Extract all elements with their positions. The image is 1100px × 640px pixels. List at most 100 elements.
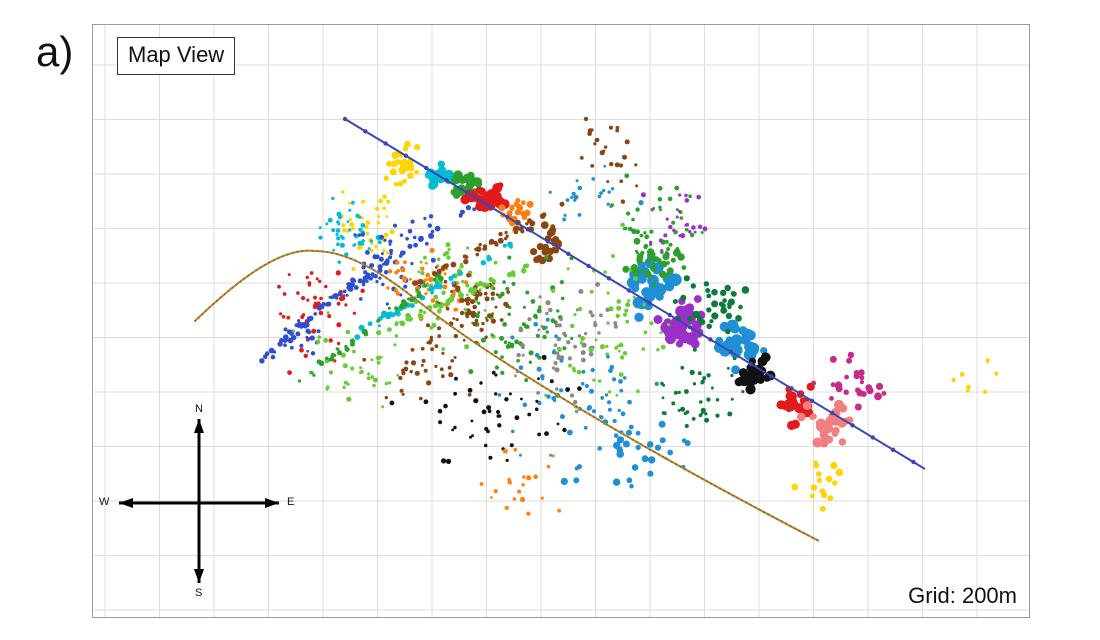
event-point — [336, 211, 342, 217]
well-station — [567, 400, 569, 403]
event-point — [741, 390, 745, 394]
event-point — [643, 231, 647, 235]
event-point — [669, 273, 682, 286]
event-point — [455, 287, 460, 293]
event-point — [389, 252, 393, 256]
event-point — [684, 193, 688, 198]
map-view-panel: Map View Grid: 200m N S E W — [92, 24, 1030, 618]
event-point — [465, 296, 471, 302]
compass-west-label: W — [99, 496, 110, 508]
event-point — [648, 456, 656, 464]
event-point — [609, 364, 615, 370]
event-point — [365, 231, 370, 236]
event-point — [490, 291, 496, 297]
event-point — [616, 436, 625, 444]
view-title-box: Map View — [117, 37, 236, 75]
event-point — [494, 365, 499, 370]
well-station — [251, 271, 254, 274]
event-point — [578, 289, 584, 294]
event-point — [730, 373, 734, 378]
event-point — [603, 164, 607, 168]
event-point — [597, 331, 601, 335]
well-station — [597, 418, 600, 421]
event-point — [516, 352, 521, 358]
event-point — [589, 289, 594, 294]
event-point — [994, 371, 999, 376]
well-station — [736, 496, 739, 499]
event-point — [453, 425, 457, 430]
event-point — [690, 339, 700, 349]
event-point — [821, 492, 828, 499]
event-point — [576, 369, 582, 375]
event-point — [684, 198, 690, 203]
well-station — [745, 501, 748, 504]
event-point — [662, 383, 666, 387]
event-point — [463, 307, 467, 311]
event-point — [598, 379, 602, 383]
well-station — [741, 499, 743, 502]
event-point — [533, 474, 538, 480]
event-point — [398, 375, 403, 381]
well-station — [662, 455, 665, 458]
event-point — [282, 292, 287, 296]
event-point — [342, 289, 347, 294]
event-point — [362, 357, 367, 362]
event-point — [407, 243, 413, 249]
well-station — [653, 450, 656, 453]
event-point — [369, 263, 375, 268]
event-point — [747, 342, 757, 351]
event-point — [399, 293, 403, 297]
event-point — [720, 303, 726, 309]
well-station — [486, 350, 489, 353]
well-station — [683, 468, 686, 471]
event-point — [618, 372, 624, 377]
event-point — [559, 388, 564, 393]
event-point — [577, 306, 583, 312]
event-point — [370, 358, 374, 362]
event-point — [437, 334, 442, 338]
event-point — [414, 144, 421, 151]
event-point — [697, 224, 703, 229]
event-point — [376, 360, 381, 365]
well-station — [306, 249, 309, 252]
event-point — [377, 264, 383, 270]
event-point — [704, 412, 708, 416]
event-point — [635, 229, 640, 235]
event-point — [603, 270, 607, 274]
event-point — [336, 242, 340, 247]
event-point — [616, 450, 624, 458]
event-point — [574, 409, 579, 414]
well-station — [268, 261, 271, 264]
well-station — [723, 489, 726, 492]
event-point — [612, 377, 617, 382]
event-point — [590, 367, 595, 373]
event-point — [380, 252, 384, 256]
event-point — [483, 309, 487, 312]
event-point — [553, 343, 558, 348]
well-station — [449, 324, 452, 327]
event-point — [498, 204, 506, 212]
event-point — [481, 409, 487, 415]
event-point — [819, 505, 826, 512]
event-point — [559, 358, 564, 363]
event-point — [313, 312, 317, 316]
event-point — [344, 346, 350, 352]
event-point — [428, 276, 434, 282]
event-point — [606, 400, 612, 405]
event-point — [358, 227, 363, 232]
event-point — [620, 222, 625, 228]
event-point — [659, 331, 663, 335]
event-point — [305, 275, 309, 280]
event-point — [624, 226, 628, 231]
well-station — [911, 459, 916, 465]
event-point — [416, 292, 423, 299]
event-point — [472, 321, 478, 327]
event-point — [687, 332, 696, 341]
event-point — [653, 283, 667, 296]
event-point — [389, 400, 395, 406]
event-point — [490, 496, 493, 499]
well-station — [490, 352, 493, 355]
event-point — [388, 239, 393, 244]
event-point — [357, 278, 363, 284]
event-point — [345, 293, 349, 297]
